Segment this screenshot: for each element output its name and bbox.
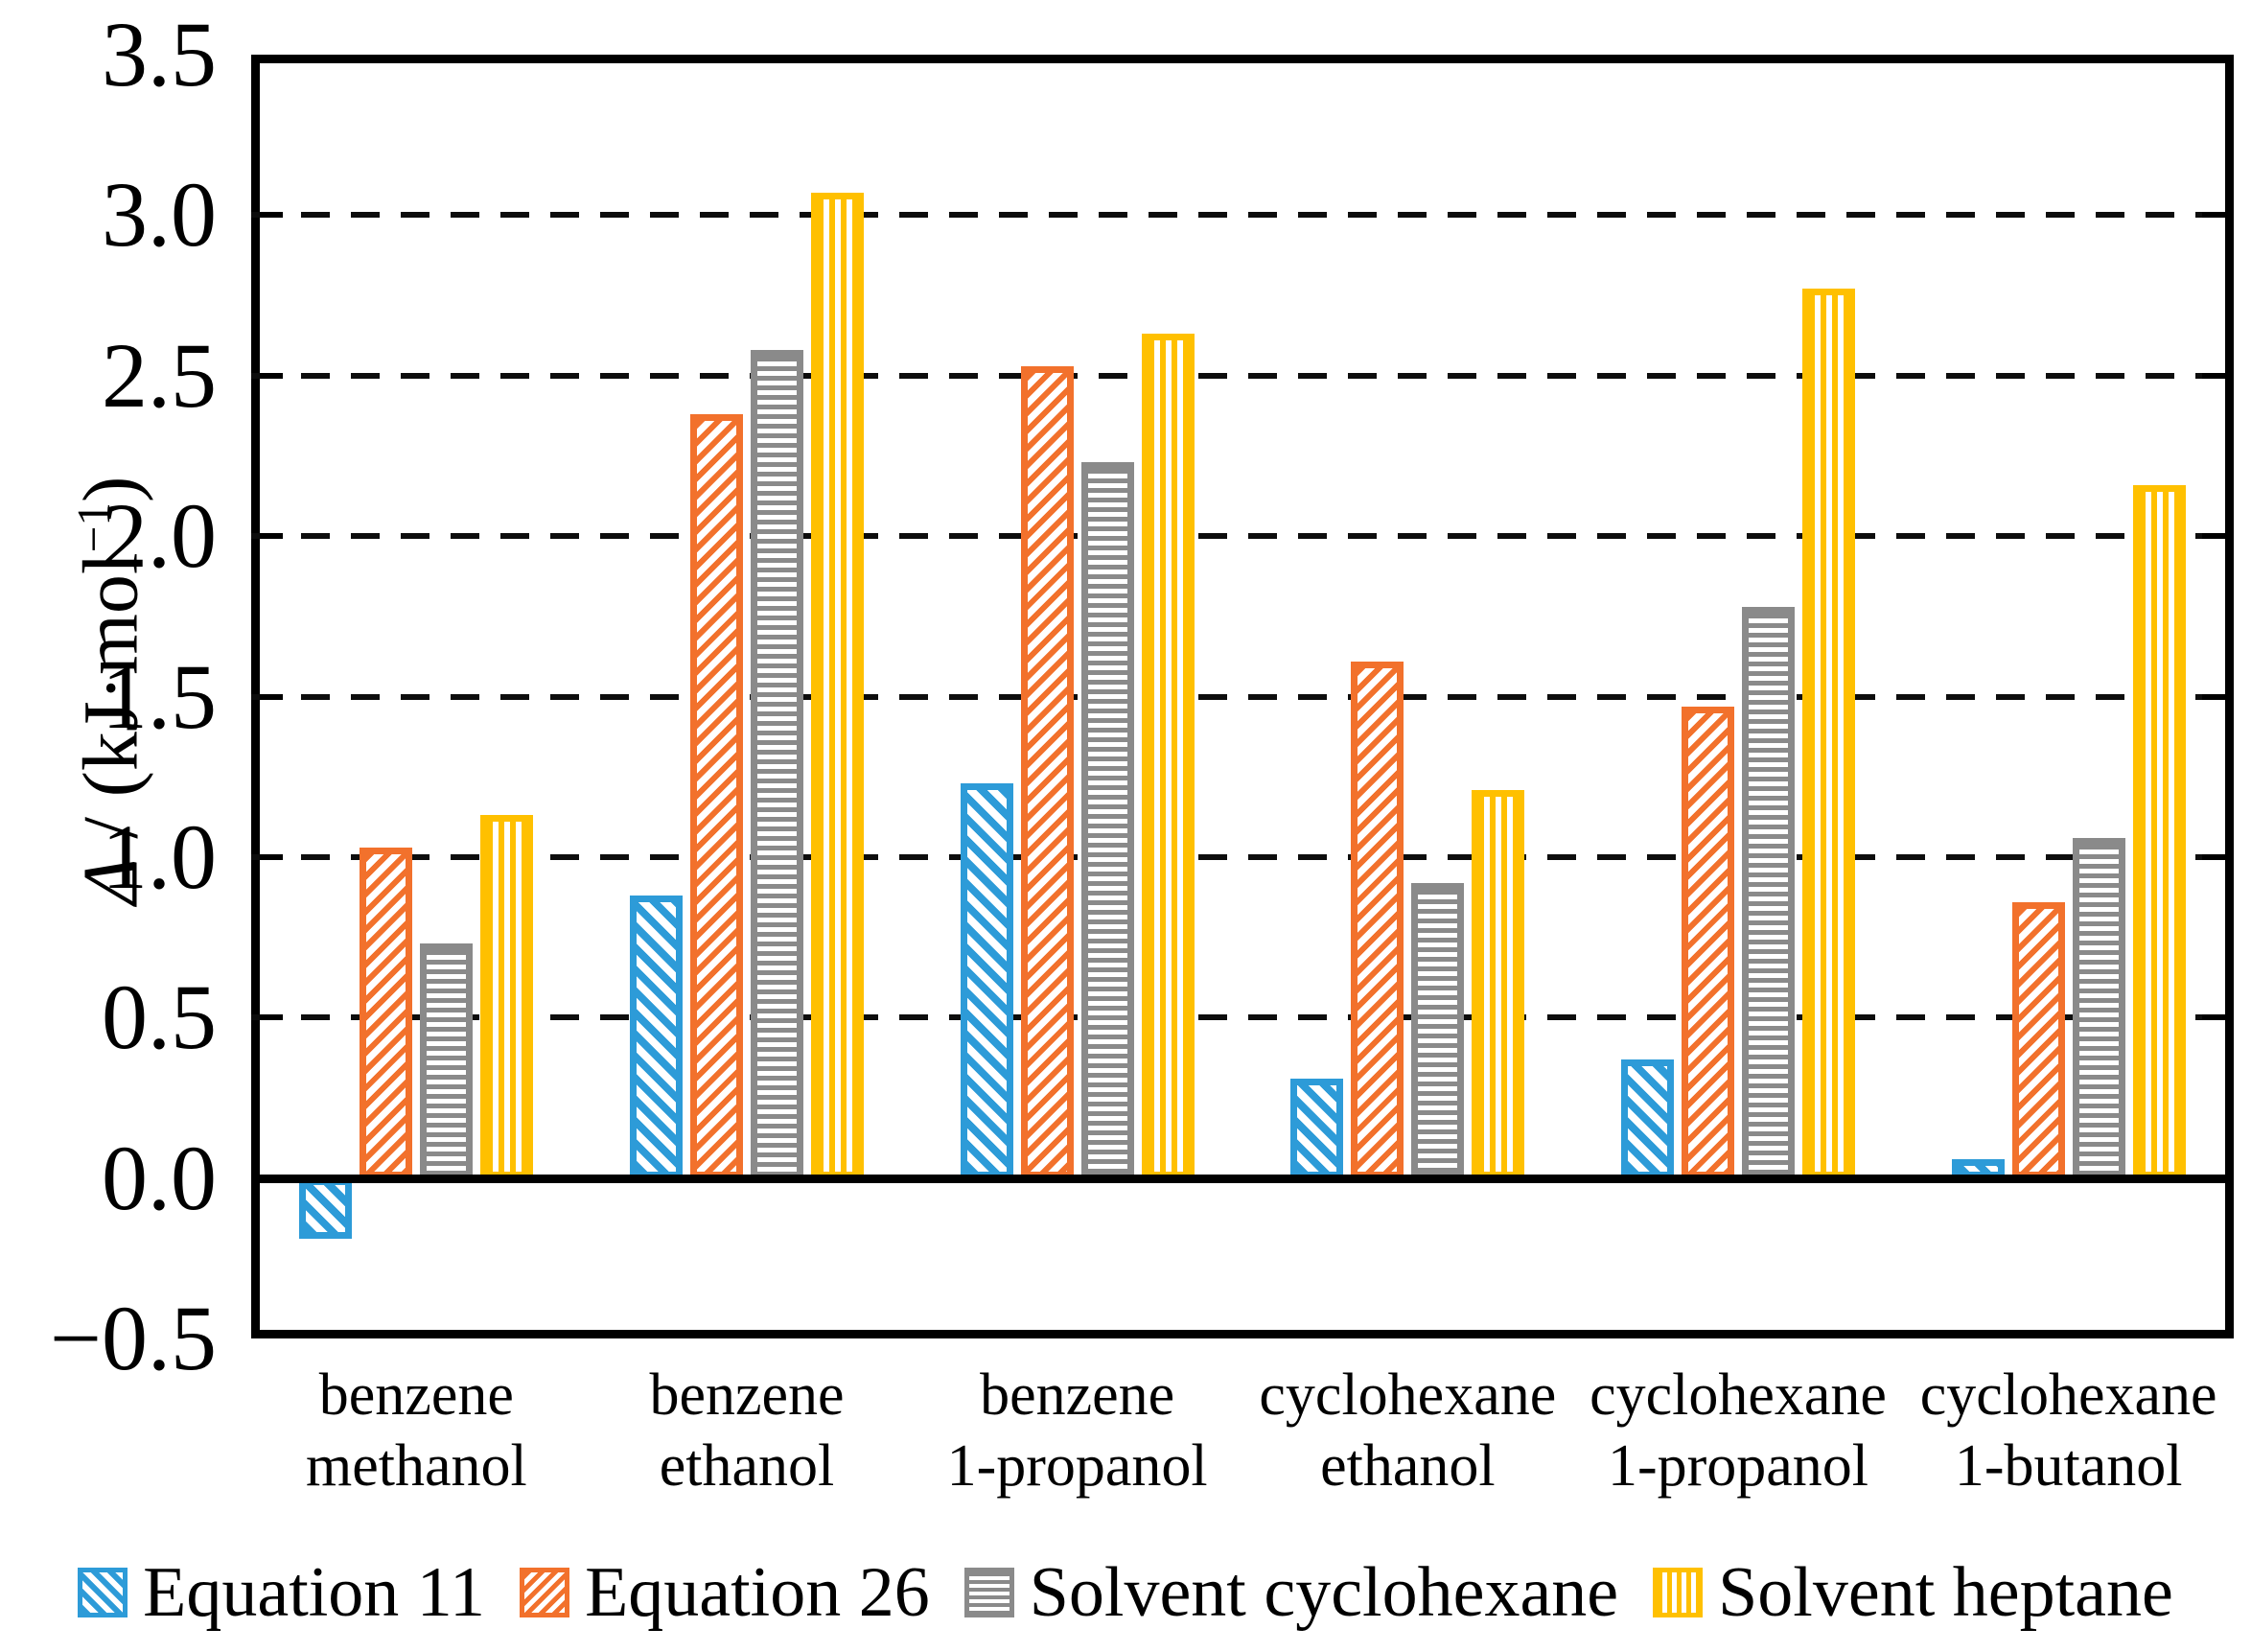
left-tick-y-1.5 [260,693,283,700]
x-category-label-cyclohexane-1-butanol: cyclohexane 1-butanol [1903,1360,2234,1501]
ytick-label-2.0: 2.0 [102,484,217,588]
bar-solvent-cyclohexane-cyclohexane-ethanol [1411,882,1465,1178]
gridline-y-1.5 [251,693,2234,700]
bar-solvent-heptane-cyclohexane-1-propanol [1802,289,1855,1178]
gridline-y-1.0 [251,853,2234,860]
bar-equation-11-cyclohexane-1-propanol [1621,1059,1674,1178]
bar-solvent-cyclohexane-benzene-methanol [420,943,474,1178]
x-label-line2: 1-propanol [1607,1433,1868,1499]
x-label-line2: 1-butanol [1954,1433,2183,1499]
left-tick-y-0.5 [260,1014,283,1021]
ytick-label-0.0: 0.0 [102,1126,217,1229]
bar-solvent-heptane-cyclohexane-ethanol [1472,789,1525,1178]
bar-solvent-heptane-benzene-methanol [480,815,534,1178]
legend-swatch-diagonal-down-hatch-icon [78,1568,128,1617]
bar-equation-11-benzene-methanol [299,1177,353,1240]
ytick-label-3.0: 3.0 [102,163,217,267]
left-tick-y-0.0 [260,1175,283,1181]
bar-equation-26-benzene-ethanol [690,413,743,1178]
legend-item-equation-11: Equation 11 [78,1552,485,1634]
ytick-label-3.5: 3.5 [102,3,217,105]
ytick-label-1.5: 1.5 [102,644,217,748]
right-tick-y-3.0 [2202,212,2225,219]
x-label-line1: benzene [318,1362,514,1428]
x-label-line1: cyclohexane [1919,1362,2217,1428]
bar-solvent-cyclohexane-benzene-ethanol [751,349,803,1178]
x-label-line1: cyclohexane [1590,1362,1887,1428]
x-label-line2: 1-propanol [946,1433,1208,1499]
x-label-line2: methanol [305,1433,527,1499]
bar-equation-26-cyclohexane-1-propanol [1682,706,1734,1178]
left-tick-y-2.5 [260,372,283,379]
x-axis-zero-line [251,1174,2234,1183]
bar-solvent-cyclohexane-benzene-1-propanol [1080,462,1134,1178]
legend-label: Equation 11 [143,1552,486,1632]
bar-solvent-heptane-benzene-1-propanol [1141,334,1195,1178]
gridline-y-3.0 [251,212,2234,219]
bar-solvent-heptane-cyclohexane-1-butanol [2132,484,2186,1178]
bar-solvent-heptane-benzene-ethanol [811,192,864,1178]
legend-label: Equation 26 [585,1552,930,1632]
gridline-y-2.5 [251,372,2234,379]
bar-equation-26-cyclohexane-ethanol [1351,661,1404,1178]
ytick-label-2.5: 2.5 [102,323,217,427]
gridline-y-0.5 [251,1014,2234,1021]
left-tick-y-3.0 [260,212,283,219]
x-label-line1: benzene [980,1362,1175,1428]
right-tick-y-0.5 [2202,1014,2225,1021]
gridline-y-2.0 [251,533,2234,540]
bar-equation-11-benzene-ethanol [630,896,683,1178]
x-label-line1: cyclohexane [1259,1362,1557,1428]
ytick-label-1.0: 1.0 [102,804,217,908]
ytick-label-−0.5: −0.5 [49,1287,217,1389]
bar-equation-11-cyclohexane-ethanol [1290,1078,1344,1178]
ytick-label-0.5: 0.5 [102,966,217,1069]
x-category-label-benzene-methanol: benzene methanol [251,1360,582,1501]
right-tick-y-0.0 [2202,1175,2225,1181]
x-category-label-benzene-ethanol: benzene ethanol [582,1360,913,1501]
bar-equation-11-benzene-1-propanol [960,782,1013,1178]
right-tick-y-2.5 [2202,372,2225,379]
bar-equation-26-benzene-1-propanol [1020,365,1074,1178]
legend-item-solvent-cyclohexane: Solvent cyclohexane [963,1552,1619,1634]
bar-equation-26-benzene-methanol [360,847,413,1178]
x-label-line1: benzene [649,1362,845,1428]
legend-label: Solvent cyclohexane [1029,1552,1619,1632]
right-tick-y-2.0 [2202,533,2225,540]
legend-swatch-vertical-lines-icon [1653,1568,1704,1617]
x-category-label-cyclohexane-1-propanol: cyclohexane 1-propanol [1573,1360,1904,1501]
x-category-label-benzene-1-propanol: benzene 1-propanol [912,1360,1242,1501]
legend-swatch-diagonal-up-hatch-icon [520,1568,570,1617]
left-tick-y-1.0 [260,853,283,860]
legend-item-equation-26: Equation 26 [520,1552,930,1634]
legend-label: Solvent heptane [1718,1552,2173,1632]
legend-item-solvent-heptane: Solvent heptane [1653,1552,2173,1634]
x-label-line2: ethanol [659,1433,835,1499]
legend: Equation 11 Equation 26 Solvent cyclohexan… [0,1530,2251,1652]
right-tick-y-1.0 [2202,853,2225,860]
left-tick-y-2.0 [260,533,283,540]
legend-swatch-horizontal-lines-icon [963,1568,1014,1617]
bar-solvent-cyclohexane-cyclohexane-1-propanol [1742,606,1795,1178]
x-category-label-cyclohexane-ethanol: cyclohexane ethanol [1242,1360,1573,1501]
right-tick-y-1.5 [2202,693,2225,700]
bar-solvent-cyclohexane-cyclohexane-1-butanol [2072,837,2125,1178]
bar-equation-26-cyclohexane-1-butanol [2011,901,2065,1178]
x-label-line2: ethanol [1320,1433,1496,1499]
